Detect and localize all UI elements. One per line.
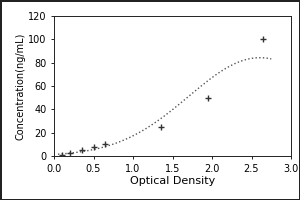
Y-axis label: Concentration(ng/mL): Concentration(ng/mL)	[15, 32, 25, 140]
X-axis label: Optical Density: Optical Density	[130, 176, 215, 186]
